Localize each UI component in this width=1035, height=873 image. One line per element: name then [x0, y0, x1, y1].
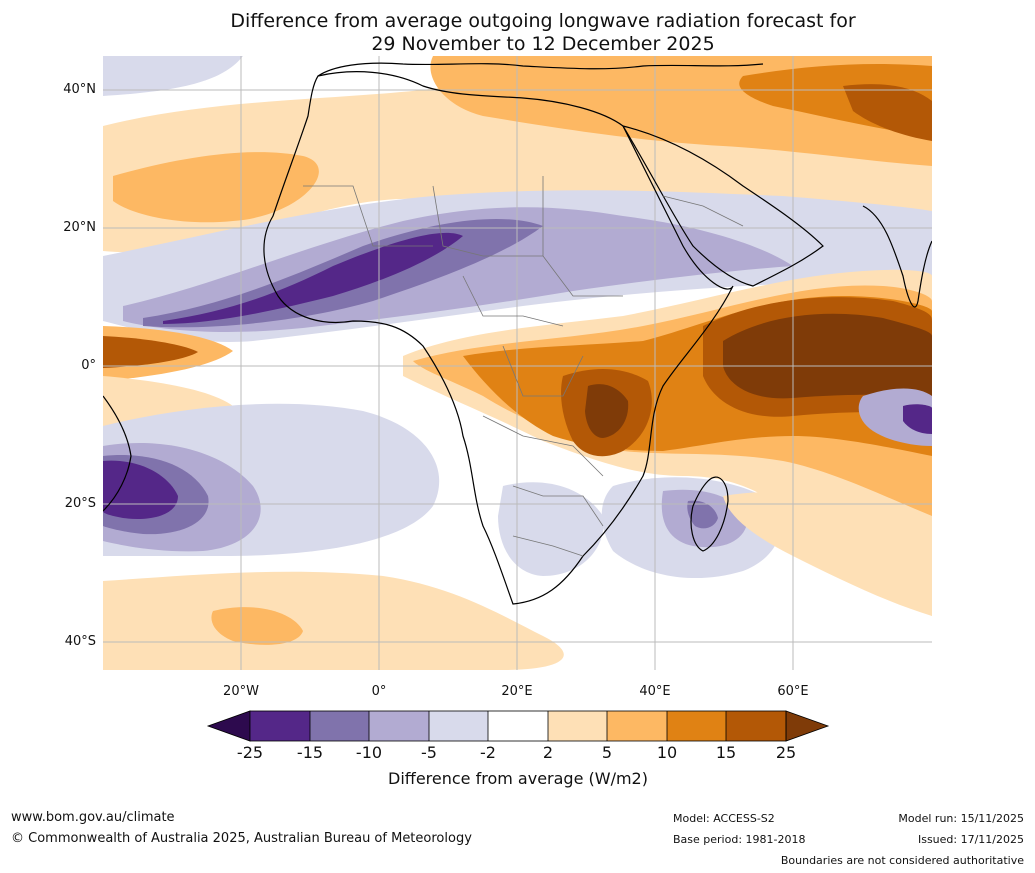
footer-issued: Issued: 17/11/2025 — [917, 833, 1024, 846]
colorbar — [200, 706, 832, 750]
colorbar-bin-4 — [429, 711, 488, 741]
anomaly-band-east-indian-deep-purple — [903, 404, 932, 434]
lon-label-20w: 20°W — [223, 684, 259, 699]
colorbar-bin-3 — [369, 711, 429, 741]
anomaly-band-sahel-deep-purple — [163, 232, 463, 324]
colorbar-tick: 25 — [775, 743, 797, 762]
coastline-madagascar — [690, 476, 729, 552]
lat-label-20n: 20°N — [63, 220, 96, 235]
anomaly-band-northwest-lilac — [103, 56, 243, 96]
colorbar-bin-1 — [250, 711, 310, 741]
colorbar-title: Difference from average (W/m2) — [388, 769, 648, 788]
coastline-south-america — [103, 395, 132, 512]
lon-label-0: 0° — [371, 684, 387, 699]
colorbar-bin-6 — [548, 711, 607, 741]
lon-label-20e: 20°E — [501, 684, 533, 699]
colorbar-under-triangle — [206, 710, 251, 742]
lat-label-40n: 40°N — [63, 82, 96, 97]
anomaly-band-madagascar-mid-purple — [687, 500, 718, 529]
colorbar-tick: 2 — [542, 743, 554, 762]
colorbar-tick: -5 — [421, 743, 437, 762]
lon-label-60e: 60°E — [777, 684, 809, 699]
colorbar-bin-8 — [667, 711, 726, 741]
colorbar-tick: -25 — [236, 743, 264, 762]
footer-disclaimer: Boundaries are not considered authoritat… — [780, 854, 1024, 867]
coastline-europe — [317, 62, 764, 77]
coastline-india — [862, 205, 932, 308]
lat-label-40s: 40°S — [64, 634, 96, 649]
footer-model: Model: ACCESS-S2 — [673, 812, 775, 825]
coastlines — [103, 62, 932, 605]
anomaly-band-east-indian-purple — [858, 388, 932, 446]
colorbar-tick: -10 — [355, 743, 383, 762]
country-borders — [303, 176, 744, 557]
colorbar-tick: -15 — [296, 743, 324, 762]
lat-label-20s: 20°S — [64, 496, 96, 511]
colorbar-bin-2 — [310, 711, 369, 741]
colorbar-bin-9 — [726, 711, 786, 741]
colorbar-bin-5 — [488, 711, 548, 741]
colorbar-tick: -2 — [480, 743, 496, 762]
colorbar-tick: 10 — [656, 743, 678, 762]
map-title-line-1: Difference from average outgoing longwav… — [230, 10, 856, 32]
coastline-africa — [263, 71, 734, 605]
anomaly-band-north-mid-orange — [113, 152, 319, 223]
anomaly-band-tanzania-dark-brown — [585, 384, 629, 438]
footer-model-run: Model run: 15/11/2025 — [898, 812, 1024, 825]
colorbar-bin-7 — [607, 711, 667, 741]
anomaly-band-south-africa-lilac — [498, 482, 604, 576]
map-title-line-2: 29 November to 12 December 2025 — [371, 33, 715, 55]
footer-copyright: © Commonwealth of Australia 2025, Austra… — [11, 831, 472, 846]
footer-base-period: Base period: 1981-2018 — [673, 833, 806, 846]
anomaly-band-southern-ocean-light-orange — [103, 571, 564, 670]
olr-anomaly-map — [103, 56, 932, 670]
anomaly-band-southern-ocean-orange — [211, 607, 303, 645]
lat-label-0: 0° — [81, 358, 96, 373]
footer-website-link[interactable]: www.bom.gov.au/climate — [11, 810, 175, 825]
coastline-arabia — [621, 125, 824, 287]
anomaly-band-southeast-indian-light-orange — [723, 492, 932, 616]
colorbar-over-triangle — [785, 710, 830, 742]
graticule — [103, 56, 932, 670]
anomaly-band-caspian-brown — [843, 84, 932, 141]
map-title: Difference from average outgoing longwav… — [143, 10, 943, 56]
anomaly-band-gulf-guinea-dark-orange — [103, 336, 198, 368]
colorbar-tick: 5 — [601, 743, 613, 762]
lon-label-40e: 40°E — [639, 684, 671, 699]
colorbar-tick: 15 — [715, 743, 737, 762]
anomaly-band-indian-ocean-dark-brown — [723, 313, 932, 399]
